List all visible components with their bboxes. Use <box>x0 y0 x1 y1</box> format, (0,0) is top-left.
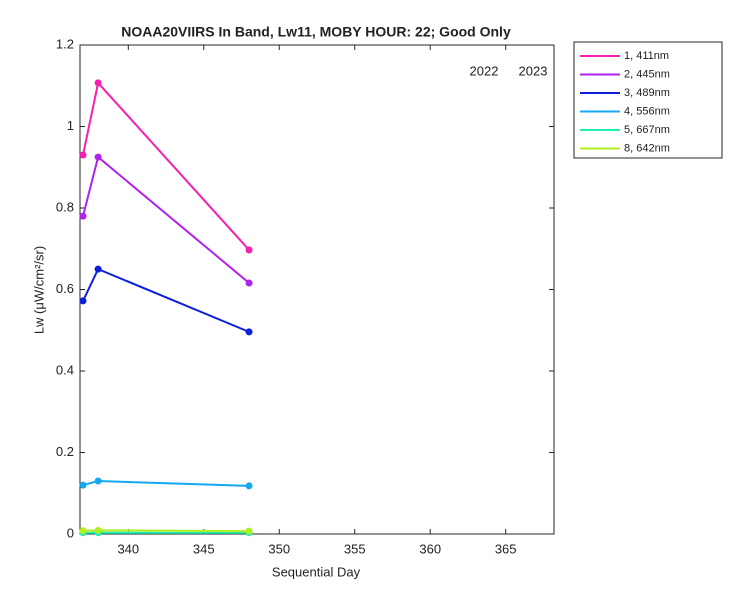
y-tick-label: 0.8 <box>56 199 74 214</box>
point <box>94 265 102 273</box>
point <box>245 328 253 336</box>
legend-label: 3, 489nm <box>624 87 670 99</box>
chart-title: NOAA20VIIRS In Band, Lw11, MOBY HOUR: 22… <box>121 24 511 40</box>
y-tick-label: 0.2 <box>56 444 74 459</box>
point <box>94 477 102 485</box>
legend-box <box>573 41 723 159</box>
y-tick-label: 0.4 <box>56 362 74 377</box>
point <box>94 79 102 87</box>
point <box>79 481 87 489</box>
y-tick-label: 0.6 <box>56 281 74 296</box>
x-tick-label: 365 <box>495 541 517 556</box>
point <box>94 526 102 534</box>
point <box>245 482 253 490</box>
point <box>245 279 253 287</box>
x-tick-label: 355 <box>344 541 366 556</box>
annotation: 2023 <box>519 63 548 78</box>
y-tick-label: 1 <box>67 118 74 133</box>
annotation: 2022 <box>470 63 499 78</box>
y-axis-label: Lw (μW/cm²/sr) <box>31 246 46 334</box>
y-tick-label: 0 <box>67 525 74 540</box>
x-tick-label: 360 <box>419 541 441 556</box>
x-tick-label: 350 <box>268 541 290 556</box>
x-tick-label: 340 <box>117 541 139 556</box>
legend-label: 8, 642nm <box>624 142 670 154</box>
point <box>79 297 87 305</box>
legend-label: 5, 667nm <box>624 124 670 136</box>
point <box>79 527 87 535</box>
series-line <box>82 529 250 533</box>
y-tick-label: 1.2 <box>56 36 74 51</box>
point <box>245 527 253 535</box>
x-axis-label: Sequential Day <box>272 564 361 579</box>
legend-label: 4, 556nm <box>624 105 670 117</box>
point <box>79 151 87 159</box>
point <box>94 153 102 161</box>
point <box>245 246 253 254</box>
point <box>79 212 87 220</box>
legend-label: 1, 411nm <box>624 50 669 62</box>
x-tick-label: 345 <box>193 541 215 556</box>
legend-label: 2, 445nm <box>624 68 670 80</box>
